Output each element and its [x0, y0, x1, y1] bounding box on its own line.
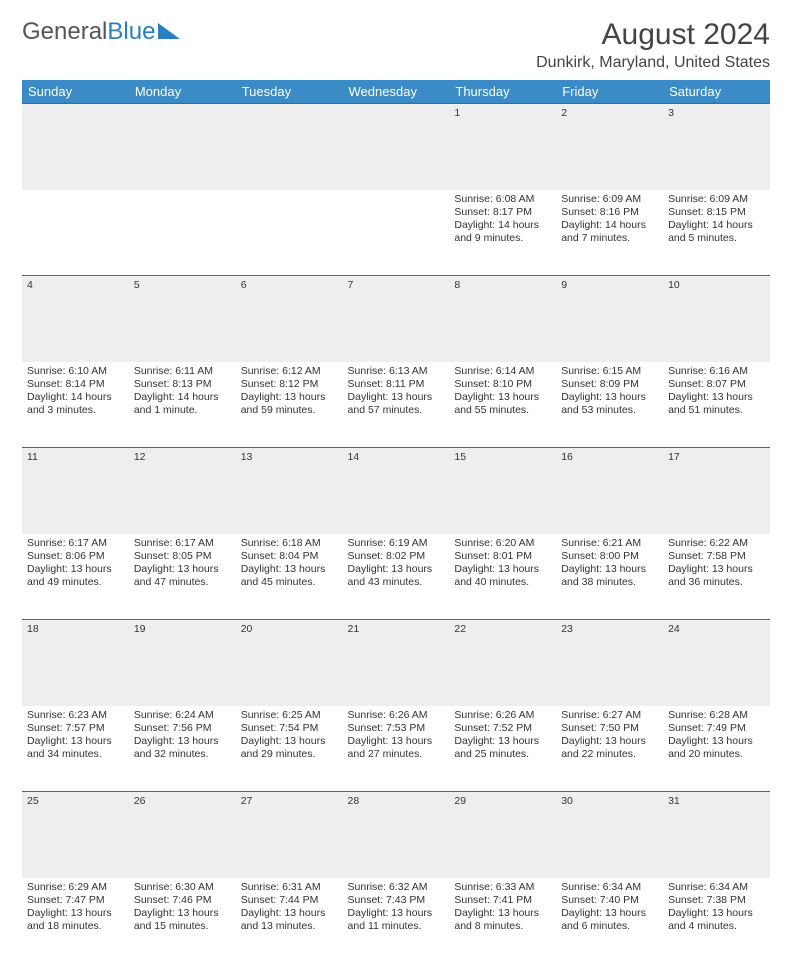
day-number: 24 — [663, 620, 770, 706]
day-header: Monday — [129, 80, 236, 104]
logo-triangle-icon — [158, 23, 180, 39]
day-info: Sunrise: 6:23 AMSunset: 7:57 PMDaylight:… — [22, 706, 129, 792]
day-number: 22 — [449, 620, 556, 706]
day-header: Sunday — [22, 80, 129, 104]
day-number: 10 — [663, 276, 770, 362]
location: Dunkirk, Maryland, United States — [536, 54, 770, 72]
day-info: Sunrise: 6:31 AMSunset: 7:44 PMDaylight:… — [236, 878, 343, 964]
day-info: Sunrise: 6:26 AMSunset: 7:53 PMDaylight:… — [343, 706, 450, 792]
day-number-row: 45678910 — [22, 276, 770, 362]
day-info-row: Sunrise: 6:10 AMSunset: 8:14 PMDaylight:… — [22, 362, 770, 448]
day-number: 30 — [556, 792, 663, 878]
day-number: 28 — [343, 792, 450, 878]
day-number: 23 — [556, 620, 663, 706]
calendar-table: SundayMondayTuesdayWednesdayThursdayFrid… — [22, 80, 770, 964]
day-number: 2 — [556, 104, 663, 190]
day-info — [236, 190, 343, 276]
day-number: 18 — [22, 620, 129, 706]
day-number — [236, 104, 343, 190]
day-number: 9 — [556, 276, 663, 362]
day-info: Sunrise: 6:09 AMSunset: 8:16 PMDaylight:… — [556, 190, 663, 276]
day-number: 11 — [22, 448, 129, 534]
day-info: Sunrise: 6:26 AMSunset: 7:52 PMDaylight:… — [449, 706, 556, 792]
day-info: Sunrise: 6:24 AMSunset: 7:56 PMDaylight:… — [129, 706, 236, 792]
day-number: 12 — [129, 448, 236, 534]
day-number: 25 — [22, 792, 129, 878]
title-block: August 2024 Dunkirk, Maryland, United St… — [536, 18, 770, 72]
day-number: 19 — [129, 620, 236, 706]
day-number — [129, 104, 236, 190]
day-number-row: 123 — [22, 104, 770, 190]
day-number-row: 25262728293031 — [22, 792, 770, 878]
day-info: Sunrise: 6:08 AMSunset: 8:17 PMDaylight:… — [449, 190, 556, 276]
day-number-row: 18192021222324 — [22, 620, 770, 706]
day-info: Sunrise: 6:10 AMSunset: 8:14 PMDaylight:… — [22, 362, 129, 448]
day-number: 3 — [663, 104, 770, 190]
day-header: Thursday — [449, 80, 556, 104]
day-info: Sunrise: 6:18 AMSunset: 8:04 PMDaylight:… — [236, 534, 343, 620]
logo-text-blue: Blue — [107, 18, 155, 46]
day-info — [343, 190, 450, 276]
day-number: 8 — [449, 276, 556, 362]
day-info: Sunrise: 6:30 AMSunset: 7:46 PMDaylight:… — [129, 878, 236, 964]
day-number: 26 — [129, 792, 236, 878]
day-info: Sunrise: 6:33 AMSunset: 7:41 PMDaylight:… — [449, 878, 556, 964]
day-header: Saturday — [663, 80, 770, 104]
day-info: Sunrise: 6:09 AMSunset: 8:15 PMDaylight:… — [663, 190, 770, 276]
day-number: 13 — [236, 448, 343, 534]
day-number: 17 — [663, 448, 770, 534]
day-number: 20 — [236, 620, 343, 706]
day-number: 27 — [236, 792, 343, 878]
day-info — [22, 190, 129, 276]
day-number: 14 — [343, 448, 450, 534]
day-number: 21 — [343, 620, 450, 706]
logo: GeneralBlue — [22, 18, 180, 46]
day-number-row: 11121314151617 — [22, 448, 770, 534]
day-info: Sunrise: 6:20 AMSunset: 8:01 PMDaylight:… — [449, 534, 556, 620]
day-info: Sunrise: 6:12 AMSunset: 8:12 PMDaylight:… — [236, 362, 343, 448]
day-info-row: Sunrise: 6:17 AMSunset: 8:06 PMDaylight:… — [22, 534, 770, 620]
day-header-row: SundayMondayTuesdayWednesdayThursdayFrid… — [22, 80, 770, 104]
day-info-row: Sunrise: 6:08 AMSunset: 8:17 PMDaylight:… — [22, 190, 770, 276]
day-number: 1 — [449, 104, 556, 190]
day-info: Sunrise: 6:17 AMSunset: 8:06 PMDaylight:… — [22, 534, 129, 620]
day-number: 16 — [556, 448, 663, 534]
day-number: 31 — [663, 792, 770, 878]
day-info: Sunrise: 6:32 AMSunset: 7:43 PMDaylight:… — [343, 878, 450, 964]
day-info-row: Sunrise: 6:29 AMSunset: 7:47 PMDaylight:… — [22, 878, 770, 964]
day-number: 29 — [449, 792, 556, 878]
day-info: Sunrise: 6:19 AMSunset: 8:02 PMDaylight:… — [343, 534, 450, 620]
day-info: Sunrise: 6:15 AMSunset: 8:09 PMDaylight:… — [556, 362, 663, 448]
day-number — [343, 104, 450, 190]
day-info: Sunrise: 6:16 AMSunset: 8:07 PMDaylight:… — [663, 362, 770, 448]
day-info: Sunrise: 6:34 AMSunset: 7:40 PMDaylight:… — [556, 878, 663, 964]
day-number: 5 — [129, 276, 236, 362]
day-info: Sunrise: 6:27 AMSunset: 7:50 PMDaylight:… — [556, 706, 663, 792]
day-number: 7 — [343, 276, 450, 362]
day-info: Sunrise: 6:22 AMSunset: 7:58 PMDaylight:… — [663, 534, 770, 620]
month-title: August 2024 — [536, 18, 770, 52]
day-info: Sunrise: 6:13 AMSunset: 8:11 PMDaylight:… — [343, 362, 450, 448]
day-info: Sunrise: 6:14 AMSunset: 8:10 PMDaylight:… — [449, 362, 556, 448]
day-number — [22, 104, 129, 190]
day-header: Tuesday — [236, 80, 343, 104]
day-number: 6 — [236, 276, 343, 362]
header: GeneralBlue August 2024 Dunkirk, Marylan… — [22, 18, 770, 72]
day-info: Sunrise: 6:21 AMSunset: 8:00 PMDaylight:… — [556, 534, 663, 620]
day-info: Sunrise: 6:34 AMSunset: 7:38 PMDaylight:… — [663, 878, 770, 964]
day-header: Friday — [556, 80, 663, 104]
day-info — [129, 190, 236, 276]
day-header: Wednesday — [343, 80, 450, 104]
day-info: Sunrise: 6:28 AMSunset: 7:49 PMDaylight:… — [663, 706, 770, 792]
day-info: Sunrise: 6:25 AMSunset: 7:54 PMDaylight:… — [236, 706, 343, 792]
day-info-row: Sunrise: 6:23 AMSunset: 7:57 PMDaylight:… — [22, 706, 770, 792]
day-info: Sunrise: 6:17 AMSunset: 8:05 PMDaylight:… — [129, 534, 236, 620]
day-number: 15 — [449, 448, 556, 534]
day-number: 4 — [22, 276, 129, 362]
day-info: Sunrise: 6:29 AMSunset: 7:47 PMDaylight:… — [22, 878, 129, 964]
day-info: Sunrise: 6:11 AMSunset: 8:13 PMDaylight:… — [129, 362, 236, 448]
logo-text-general: General — [22, 18, 107, 46]
